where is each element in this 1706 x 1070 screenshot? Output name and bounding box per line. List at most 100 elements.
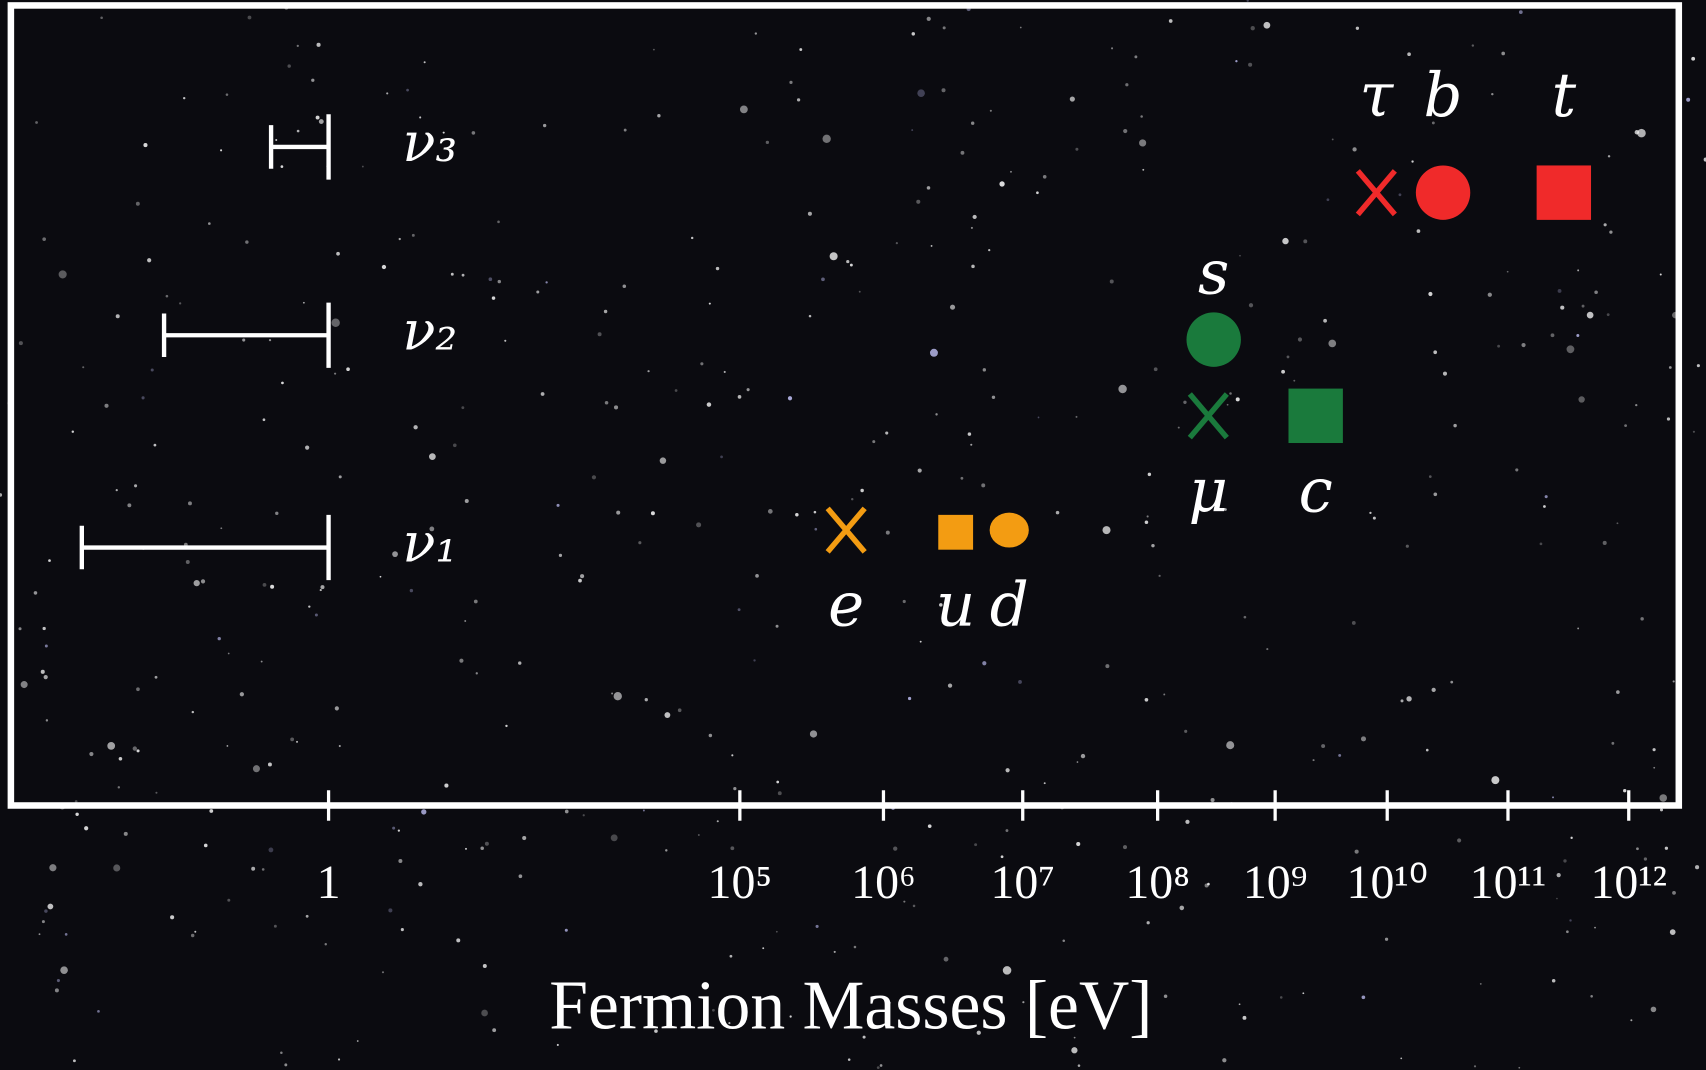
star [154,444,157,447]
star [492,1028,496,1032]
star [1563,859,1566,862]
star [492,296,495,299]
star [536,291,539,294]
star [1361,736,1366,741]
star [1076,842,1080,846]
star [1518,1067,1520,1069]
star [1630,1019,1632,1021]
star [362,166,364,168]
star [465,499,469,503]
star [1609,231,1612,234]
star [911,129,913,131]
star [73,1059,76,1062]
star [1352,621,1356,625]
star [543,124,546,127]
star [1332,139,1334,141]
star [738,608,741,611]
star [961,477,964,480]
star [155,676,158,679]
star [1582,305,1585,308]
star [320,589,322,591]
star [1313,759,1315,761]
star [392,551,398,557]
star [799,48,802,51]
star [357,1040,359,1042]
star [859,291,861,293]
star [660,457,666,463]
star [1075,148,1078,151]
x-tick-label: 10⁷ [990,856,1055,909]
star [410,589,413,592]
star [227,745,229,747]
star [47,904,53,910]
square-marker [1537,165,1591,219]
star [916,200,920,204]
particle-label: u [936,570,975,641]
star [830,252,838,260]
star [1501,52,1505,56]
star [1140,115,1143,118]
star [1293,380,1295,382]
star [1123,845,1127,849]
star [912,32,915,35]
star [678,708,682,712]
star [1665,847,1668,850]
star [1102,526,1110,534]
star [261,661,263,663]
chart: Fermion Masses [eV] 110⁵10⁶10⁷10⁸10⁹10¹⁰… [0,0,1706,1070]
star [1429,475,1432,478]
star [268,847,273,852]
star [768,509,773,514]
star [1611,742,1614,745]
star [151,368,154,371]
star [1670,929,1676,935]
star [1577,627,1579,629]
star [948,684,952,688]
star [1556,898,1558,900]
star [1207,883,1210,886]
star [1590,995,1593,998]
star [1036,191,1039,194]
star [559,554,562,557]
star [1185,820,1189,824]
star [664,712,670,718]
star [880,1064,883,1067]
neutrino-label: ν₁ [402,511,457,575]
star [1540,542,1543,545]
star [1653,767,1655,769]
star [1044,782,1046,784]
x-tick-label: 10⁹ [1243,856,1308,909]
star [59,270,67,278]
star [716,267,719,270]
star [335,706,339,710]
star [1450,681,1453,684]
star [578,579,582,583]
star [42,920,45,923]
star [638,541,641,544]
star [598,332,602,336]
star [194,580,200,586]
square-marker [938,515,973,550]
star [398,830,400,832]
star [1519,10,1523,14]
star [1077,761,1079,763]
star [928,824,932,828]
star [814,528,817,531]
star [808,212,812,216]
star [1497,345,1500,348]
star [1697,364,1700,367]
star [380,576,382,578]
star [917,89,925,97]
star [747,388,750,391]
star [1691,57,1695,61]
star [338,1058,340,1060]
star [60,966,68,974]
star [19,341,23,345]
star [1148,473,1151,476]
star [927,186,931,190]
star [290,738,294,742]
star [1125,83,1128,86]
star [1543,505,1546,508]
star [604,310,607,313]
star [968,432,971,435]
